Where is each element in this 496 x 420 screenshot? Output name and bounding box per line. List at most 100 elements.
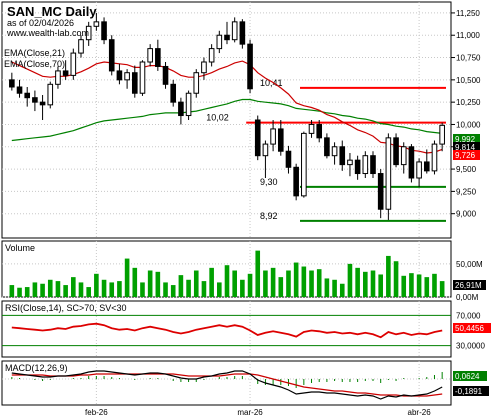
candle: [324, 133, 330, 159]
candle: [78, 35, 84, 58]
rsi-tick-label: 30,0000: [456, 342, 485, 351]
candle: [231, 17, 238, 43]
volume-bar: [378, 274, 383, 297]
candle: [439, 122, 445, 152]
volume-bar: [178, 275, 184, 297]
candle: [270, 120, 276, 152]
volume-bar: [401, 275, 407, 297]
candle: [331, 142, 338, 165]
candle: [416, 158, 422, 187]
volume-bar: [332, 279, 337, 297]
volume-bar: [386, 255, 391, 297]
price-badge: 9,992: [453, 134, 480, 144]
volume-title: Volume: [5, 243, 35, 253]
candle-body: [162, 65, 169, 85]
candle: [293, 163, 299, 201]
volume-bar: [124, 258, 130, 297]
candle: [155, 39, 161, 71]
volume-bar: [32, 282, 38, 297]
volume-bar: [270, 267, 276, 297]
volume-bar: [278, 277, 284, 297]
ema70-polyline: [11, 98, 443, 142]
price-tick-label: 11,250: [456, 9, 480, 18]
price-tick-label: 10,750: [456, 54, 481, 63]
candle-body: [32, 97, 38, 103]
candle: [408, 144, 415, 183]
candle: [101, 17, 107, 45]
ema21-polyline: [11, 60, 443, 154]
volume-bar: [232, 270, 237, 297]
rsi-line: [11, 322, 443, 339]
price-badge-text: 9,992: [455, 135, 476, 144]
candle: [32, 90, 38, 112]
volume-bars: [9, 250, 445, 297]
candle-body: [262, 143, 269, 157]
macd-badge-top-bg: [453, 371, 487, 381]
volume-bar: [201, 281, 207, 297]
candle-body: [116, 70, 123, 81]
volume-bar: [370, 270, 376, 297]
price-level-label: 10,02: [206, 113, 229, 123]
candle-body: [124, 72, 130, 81]
candle: [185, 90, 192, 120]
ema70-label: EMA(Close,70): [4, 59, 65, 69]
candle-body: [423, 161, 430, 172]
candle: [62, 60, 69, 80]
volume-bar: [71, 277, 76, 297]
rsi-title: RSI(Close,14), SC>70, SV<30: [5, 303, 127, 313]
candle: [385, 133, 392, 220]
candle: [131, 65, 138, 98]
price-badge-text: 9,814: [455, 143, 476, 152]
candle: [116, 63, 123, 85]
price-tick-label: 10,500: [456, 76, 481, 85]
volume-bar: [17, 287, 22, 297]
volume-bar: [240, 279, 245, 297]
volume-bar: [63, 285, 68, 297]
candle-body: [331, 146, 338, 157]
candle: [170, 79, 177, 107]
volume-bar: [193, 270, 199, 297]
candle: [24, 86, 31, 107]
volume-bar: [9, 285, 15, 297]
candle: [178, 97, 184, 125]
candle-body: [439, 124, 445, 145]
volume-bar: [355, 267, 360, 297]
volume-bar: [286, 270, 291, 297]
volume-bar: [247, 273, 253, 297]
macd-title: MACD(12,26,9): [5, 363, 68, 373]
ema21-line: [11, 60, 443, 154]
candle: [301, 131, 307, 198]
volume-bar: [140, 282, 145, 297]
volume-axis-ticks: 50,00M 0,00M: [456, 260, 483, 302]
candle: [431, 140, 438, 175]
volume-bar: [163, 282, 168, 297]
candle: [70, 48, 77, 80]
macd-badge-top: 0,0624: [453, 371, 487, 381]
candle-body: [208, 48, 215, 63]
candle: [139, 60, 146, 96]
rsi-polyline: [11, 322, 443, 339]
candle-body: [254, 119, 261, 157]
candle: [16, 79, 23, 98]
volume-bar: [424, 277, 430, 297]
candle: [224, 21, 230, 45]
candle: [285, 145, 292, 174]
candle-body: [147, 48, 153, 63]
candle: [208, 44, 215, 67]
price-level-label: 10,41: [260, 78, 283, 88]
volume-bar: [409, 273, 414, 297]
candle-body: [354, 159, 361, 175]
candle-body: [101, 21, 107, 41]
chart-title: SAN_MC Daily: [7, 4, 97, 19]
candle-body: [324, 137, 330, 157]
volume-bar: [101, 279, 107, 297]
candle: [147, 44, 153, 67]
ema21-label: EMA(Close,21): [4, 48, 65, 58]
candle-body: [155, 48, 161, 67]
volume-bar: [324, 278, 330, 297]
macd-signal-line: [11, 373, 443, 397]
price-axis-ticks: 11,25011,00010,75010,50010,25010,0009,75…: [451, 9, 481, 219]
date-label: abr-26: [408, 408, 432, 417]
volume-tick-label: 0,00M: [456, 293, 479, 302]
